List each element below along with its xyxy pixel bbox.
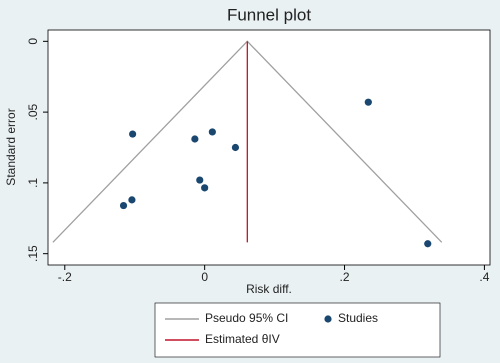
legend <box>154 302 441 358</box>
series-line <box>52 40 443 243</box>
plot-area <box>47 29 491 266</box>
legend-swatch <box>324 315 332 323</box>
y-tick-label: .1 <box>26 178 40 188</box>
study-point <box>208 128 216 136</box>
x-tick-label: .2 <box>340 270 350 284</box>
y-tick-label: .05 <box>26 103 40 120</box>
study-point <box>129 130 137 138</box>
y-tick-label: 0 <box>26 38 40 45</box>
x-tick-label: 0 <box>201 270 208 284</box>
study-point <box>201 184 209 192</box>
y-tick-label: .15 <box>26 245 40 262</box>
legend-label: Pseudo 95% CI <box>205 311 288 325</box>
x-axis-title: Risk diff. <box>246 282 292 296</box>
study-point <box>119 201 128 210</box>
study-point <box>196 176 204 184</box>
x-tick-label: -.2 <box>58 270 72 284</box>
study-point <box>191 135 199 143</box>
chart-title: Funnel plot <box>227 5 311 24</box>
study-point <box>364 98 372 106</box>
study-point <box>231 143 240 152</box>
legend-label: Estimated θIV <box>205 332 280 346</box>
y-axis-title: Standard error <box>4 108 18 185</box>
study-point <box>128 196 136 204</box>
x-tick-label: .4 <box>479 270 489 284</box>
study-point <box>424 240 432 248</box>
legend-label: Studies <box>338 311 378 325</box>
